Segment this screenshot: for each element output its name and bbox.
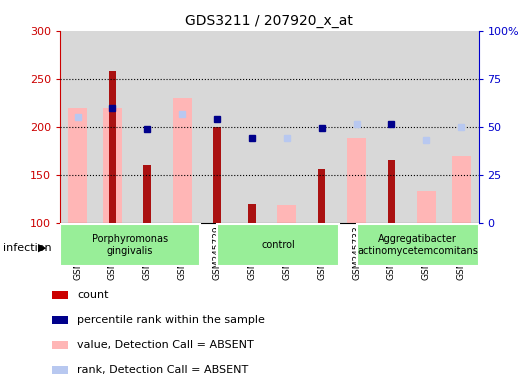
Text: infection: infection: [3, 243, 51, 253]
Text: Aggregatibacter
actinomycetemcomitans: Aggregatibacter actinomycetemcomitans: [357, 234, 478, 256]
Title: GDS3211 / 207920_x_at: GDS3211 / 207920_x_at: [186, 14, 353, 28]
Bar: [388, 161, 395, 223]
Bar: [318, 169, 325, 223]
Bar: [357, 223, 479, 266]
Bar: [130, 31, 165, 223]
Bar: [248, 204, 256, 223]
Text: count: count: [77, 290, 108, 300]
Bar: [374, 31, 409, 223]
Bar: [109, 71, 116, 223]
Bar: [269, 31, 304, 223]
Bar: [95, 31, 130, 223]
Bar: [60, 31, 95, 223]
Text: control: control: [261, 240, 295, 250]
Text: ▶: ▶: [38, 243, 46, 253]
Bar: [347, 138, 366, 223]
Bar: [173, 98, 192, 223]
Bar: [143, 165, 151, 223]
Bar: [304, 31, 339, 223]
Bar: [339, 31, 374, 223]
Bar: [52, 341, 68, 349]
Bar: [409, 31, 444, 223]
Bar: [234, 31, 269, 223]
Text: rank, Detection Call = ABSENT: rank, Detection Call = ABSENT: [77, 365, 248, 375]
Bar: [103, 108, 122, 223]
Bar: [213, 127, 221, 223]
Bar: [165, 31, 200, 223]
Bar: [60, 223, 200, 266]
Bar: [52, 316, 68, 324]
Bar: [451, 156, 471, 223]
Bar: [277, 205, 297, 223]
Text: value, Detection Call = ABSENT: value, Detection Call = ABSENT: [77, 340, 254, 350]
Text: Porphyromonas
gingivalis: Porphyromonas gingivalis: [92, 234, 168, 256]
Bar: [444, 31, 479, 223]
Bar: [52, 291, 68, 299]
Bar: [200, 31, 234, 223]
Bar: [68, 108, 87, 223]
Bar: [52, 366, 68, 374]
Bar: [217, 223, 339, 266]
Text: percentile rank within the sample: percentile rank within the sample: [77, 315, 265, 325]
Bar: [417, 191, 436, 223]
